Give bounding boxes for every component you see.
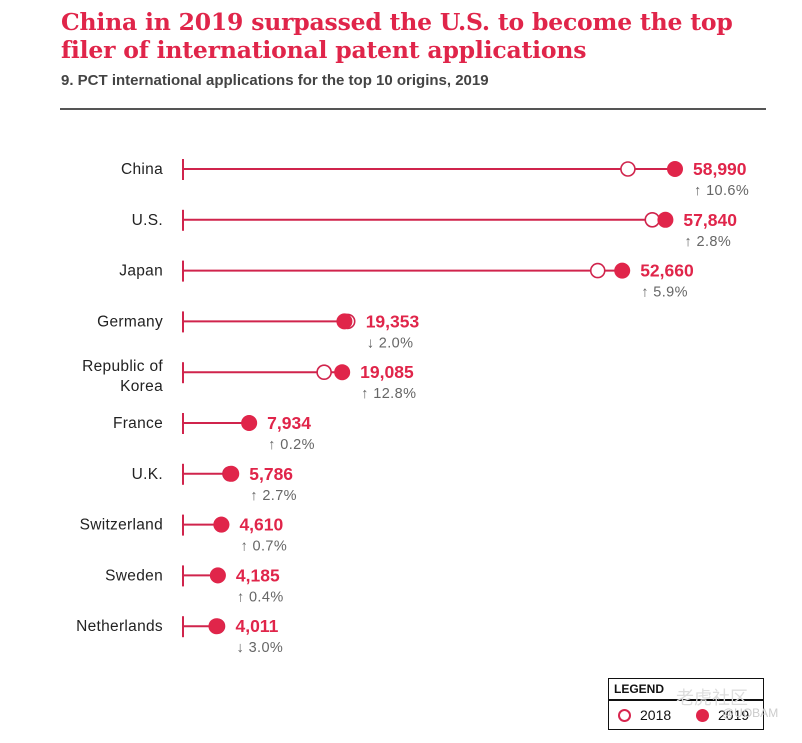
chart-subtitle: 9. PCT international applications for th… xyxy=(61,72,489,89)
open-circle-icon xyxy=(618,708,631,722)
dot-2019-japan xyxy=(614,262,631,279)
country-label-sweden: Sweden xyxy=(105,567,163,584)
change-label-japan: ↑ 5.9% xyxy=(641,285,688,301)
change-label-switzerland: ↑ 0.7% xyxy=(240,539,287,555)
dot-2019-netherlands xyxy=(208,618,225,635)
change-label-netherlands: ↓ 3.0% xyxy=(236,640,283,656)
country-label-france: France xyxy=(113,415,163,432)
legend-item-2018: 2018 xyxy=(618,707,671,723)
country-label-netherlands: Netherlands xyxy=(76,618,163,635)
country-label-u-s: U.S. xyxy=(132,212,163,229)
country-label-republic-of-korea-line2: Korea xyxy=(120,378,163,395)
watermark: 老虎社区 xyxy=(676,688,748,708)
country-label-germany: Germany xyxy=(97,313,163,330)
chart-title: China in 2019 surpassed the U.S. to beco… xyxy=(61,8,733,64)
watermark-handle: @UOBAM xyxy=(722,706,779,720)
dot-2019-switzerland xyxy=(213,516,230,533)
dot-2019-china xyxy=(667,161,683,177)
dot-2018-china xyxy=(620,161,636,177)
country-label-japan: Japan xyxy=(119,263,163,280)
value-label-china: 58,990 xyxy=(693,159,747,179)
legend-divider xyxy=(609,699,763,701)
change-label-germany: ↓ 2.0% xyxy=(367,335,414,351)
value-label-republic-of-korea: 19,085 xyxy=(360,362,414,382)
country-label-switzerland: Switzerland xyxy=(80,517,163,534)
change-label-sweden: ↑ 0.4% xyxy=(237,589,284,605)
legend: LEGEND 2018 2019 xyxy=(608,678,764,730)
change-label-china: ↑ 10.6% xyxy=(694,183,749,199)
legend-title: LEGEND xyxy=(614,682,665,696)
dot-2019-germany xyxy=(336,313,353,330)
value-label-u-s: 57,840 xyxy=(683,210,737,230)
country-label-u-k: U.K. xyxy=(132,466,163,483)
country-label-republic-of-korea-line1: Republic of xyxy=(82,358,163,375)
dot-2019-sweden xyxy=(209,567,226,584)
value-label-france: 7,934 xyxy=(267,413,311,433)
country-label-china: China xyxy=(121,161,163,178)
dot-2018-u-s xyxy=(644,212,661,228)
value-label-japan: 52,660 xyxy=(640,261,694,281)
legend-label-2018: 2018 xyxy=(640,707,672,723)
dot-2019-u-s xyxy=(657,211,674,228)
value-label-switzerland: 4,610 xyxy=(239,515,283,535)
change-label-republic-of-korea: ↑ 12.8% xyxy=(361,386,416,402)
value-label-netherlands: 4,011 xyxy=(235,616,278,636)
dot-2019-republic-of-korea xyxy=(334,364,351,381)
value-label-u-k: 5,786 xyxy=(249,464,293,484)
value-label-germany: 19,353 xyxy=(366,311,420,331)
dot-2018-republic-of-korea xyxy=(316,364,332,381)
header-divider xyxy=(60,108,766,110)
change-label-u-k: ↑ 2.7% xyxy=(250,488,297,504)
change-label-u-s: ↑ 2.8% xyxy=(684,234,731,250)
change-label-france: ↑ 0.2% xyxy=(268,437,315,453)
legend-label-2019: 2019 xyxy=(718,707,750,723)
legend-item-2019: 2019 xyxy=(696,707,749,723)
dot-2019-france xyxy=(241,415,258,431)
dot-2019-u-k xyxy=(223,465,240,482)
value-label-sweden: 4,185 xyxy=(236,565,280,585)
filled-circle-icon xyxy=(696,708,709,722)
dot-2018-japan xyxy=(589,262,606,279)
